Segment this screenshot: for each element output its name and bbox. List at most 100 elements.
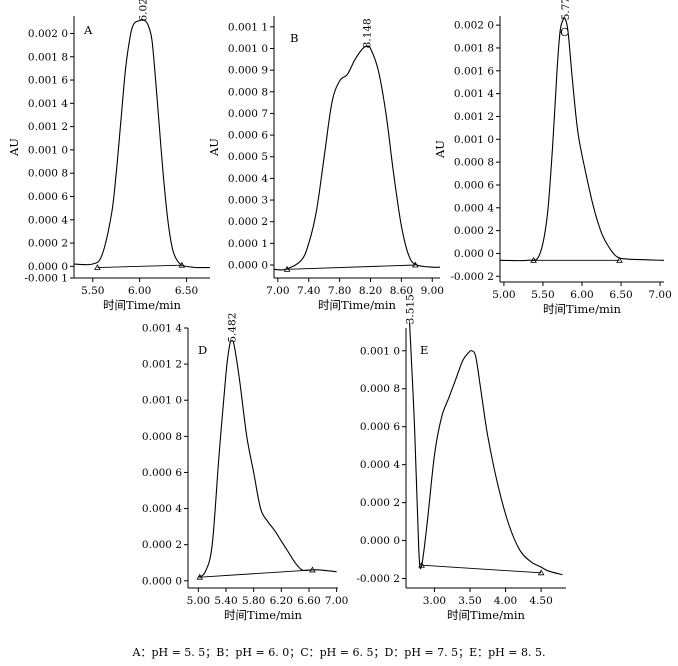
x-tick-label: 6.20 — [270, 595, 293, 607]
y-tick-label: 0.000 2 — [28, 238, 68, 250]
y-tick-label: 0.000 4 — [142, 503, 182, 515]
y-tick-label: 0.001 2 — [454, 111, 494, 123]
chart-panel-b: 0.000 0 0.000 1 0.000 2 0.000 3 0.000 4 0.000… — [207, 16, 444, 312]
baseline-marker — [418, 561, 425, 568]
y-tick-label: 0.000 1 — [228, 238, 268, 250]
y-tick-label: 0.000 8 — [454, 157, 494, 169]
x-tick-label: 8.20 — [359, 285, 382, 297]
y-tick-label: 0.000 4 — [360, 459, 400, 471]
x-tick-label: 5.50 — [81, 285, 104, 297]
x-tick-label: 5.40 — [214, 595, 237, 607]
y-tick-label: 0.000 2 — [360, 497, 400, 509]
baseline-line — [287, 264, 416, 270]
peak-time-label: 6.029 — [137, 0, 149, 21]
panel-label: A — [83, 23, 93, 37]
x-tick-label: 6.60 — [297, 595, 320, 607]
baseline-marker — [616, 256, 623, 263]
peak-time-label: 5.778 — [560, 0, 572, 20]
y-tick-label: 0.000 3 — [228, 195, 268, 207]
y-tick-label: 0.001 4 — [28, 98, 68, 110]
y-axis-title: AU — [207, 138, 221, 157]
y-tick-label: 0.001 0 — [28, 144, 68, 156]
panel-label: E — [420, 343, 428, 357]
x-tick-label: 6.50 — [175, 285, 198, 297]
baseline-line — [97, 264, 182, 268]
x-tick-label: 7.00 — [648, 289, 671, 301]
y-tick-label: 0.000 4 — [454, 202, 494, 214]
y-tick-label: 0.001 6 — [454, 65, 494, 77]
y-tick-label: 0.000 4 — [28, 214, 68, 226]
y-tick-label: 0.000 0 — [228, 260, 268, 272]
x-tick-label: 5.00 — [492, 289, 515, 301]
x-tick-label: 6.00 — [570, 289, 593, 301]
y-tick-label: 0.000 6 — [28, 191, 68, 203]
y-tick-label: 0.000 6 — [360, 421, 400, 433]
baseline-line — [199, 569, 313, 578]
x-tick-label: 7.80 — [328, 285, 351, 297]
y-tick-label: 0.000 5 — [228, 151, 268, 163]
panel-label: C — [560, 25, 569, 39]
y-tick-label: 0.000 2 — [454, 225, 494, 237]
y-tick-label: 0.001 4 — [142, 323, 182, 335]
x-tick-label: 3.00 — [423, 595, 446, 607]
peak-time-label: 3.515 — [405, 294, 417, 324]
y-tick-label: 0.001 0 — [454, 134, 494, 146]
x-tick-label: 5.80 — [242, 595, 265, 607]
y-tick-label: 0.000 0 — [28, 261, 68, 273]
chromatogram-trace — [198, 339, 337, 578]
panel-label: B — [290, 31, 298, 45]
y-tick-label: 0.001 4 — [454, 88, 494, 100]
y-tick-label: -0.000 2 — [450, 271, 494, 283]
y-tick-label: 0.000 8 — [360, 383, 400, 395]
baseline-marker — [537, 569, 545, 576]
y-tick-label: 0.001 8 — [454, 42, 494, 54]
x-tick-label: 7.40 — [297, 285, 320, 297]
panel-label: D — [198, 343, 207, 357]
x-axis-title: 时间Time/min — [224, 608, 303, 622]
chromatogram-trace — [409, 322, 563, 576]
y-tick-label: 0.002 0 — [454, 20, 494, 32]
x-tick-label: 5.00 — [187, 595, 210, 607]
y-tick-label: 0.000 9 — [228, 65, 268, 77]
chart-panel-e: -0.000 2 0.000 0 0.000 2 0.000 4 0.000 6 0.00… — [356, 294, 566, 622]
figure-caption: A：pH = 5. 5；B：pH = 6. 0；C：pH = 6. 5；D：pH… — [132, 646, 546, 659]
y-tick-label: 0.000 0 — [454, 248, 494, 260]
y-axis-title: AU — [433, 140, 447, 159]
chromatogram-trace — [499, 16, 665, 262]
baseline-marker — [94, 264, 101, 270]
y-tick-label: 0.001 1 — [228, 21, 268, 33]
y-tick-label: 0.000 6 — [454, 179, 494, 191]
y-tick-label: 0.000 2 — [228, 216, 268, 228]
y-tick-label: 0.000 4 — [228, 173, 268, 185]
x-axis-title: 时间Time/min — [103, 298, 182, 312]
y-tick-label: 0.001 0 — [360, 345, 400, 357]
x-tick-label: 5.50 — [531, 289, 554, 301]
y-tick-label: -0.000 2 — [356, 573, 400, 585]
x-tick-label: 9.00 — [421, 285, 444, 297]
x-tick-label: 4.50 — [529, 595, 552, 607]
y-tick-label: 0.001 2 — [28, 121, 68, 133]
y-tick-label: 0.000 6 — [228, 130, 268, 142]
y-tick-label: 0.001 2 — [142, 359, 182, 371]
peak-time-label: 5.482 — [227, 313, 239, 343]
chromatogram-trace — [73, 18, 211, 269]
y-tick-label: 0.001 0 — [142, 395, 182, 407]
x-axis-title: 时间Time/min — [318, 298, 397, 312]
x-tick-label: 4.00 — [494, 595, 517, 607]
x-tick-label: 7.00 — [266, 285, 289, 297]
chart-panel-c: -0.000 2 0.000 0 0.000 2 0.000 4 0.000 6 0.00… — [433, 0, 672, 316]
y-tick-label: 0.000 0 — [360, 535, 400, 547]
y-tick-label: 0.000 8 — [28, 168, 68, 180]
baseline-line — [421, 564, 542, 574]
y-tick-label: 0.001 0 — [228, 43, 268, 55]
chromatogram-figure: -0.000 10.000 00.000 20.000 40.000 60.00… — [7, 0, 672, 622]
chart-panel-d: 0.000 0 0.000 2 0.000 4 0.000 6 0.000 8 0.001… — [142, 313, 348, 622]
y-tick-label: 0.000 0 — [142, 575, 182, 587]
chart-panel-a: -0.000 10.000 0 0.000 2 0.000 4 0.000 6 0.00… — [7, 0, 211, 312]
peak-time-label: 8.148 — [362, 18, 374, 48]
chromatogram-trace — [273, 45, 441, 271]
x-tick-label: 3.50 — [458, 595, 481, 607]
y-tick-label: 0.000 7 — [228, 108, 268, 120]
y-tick-label: 0.001 8 — [28, 51, 68, 63]
y-axis-title: AU — [7, 138, 21, 157]
